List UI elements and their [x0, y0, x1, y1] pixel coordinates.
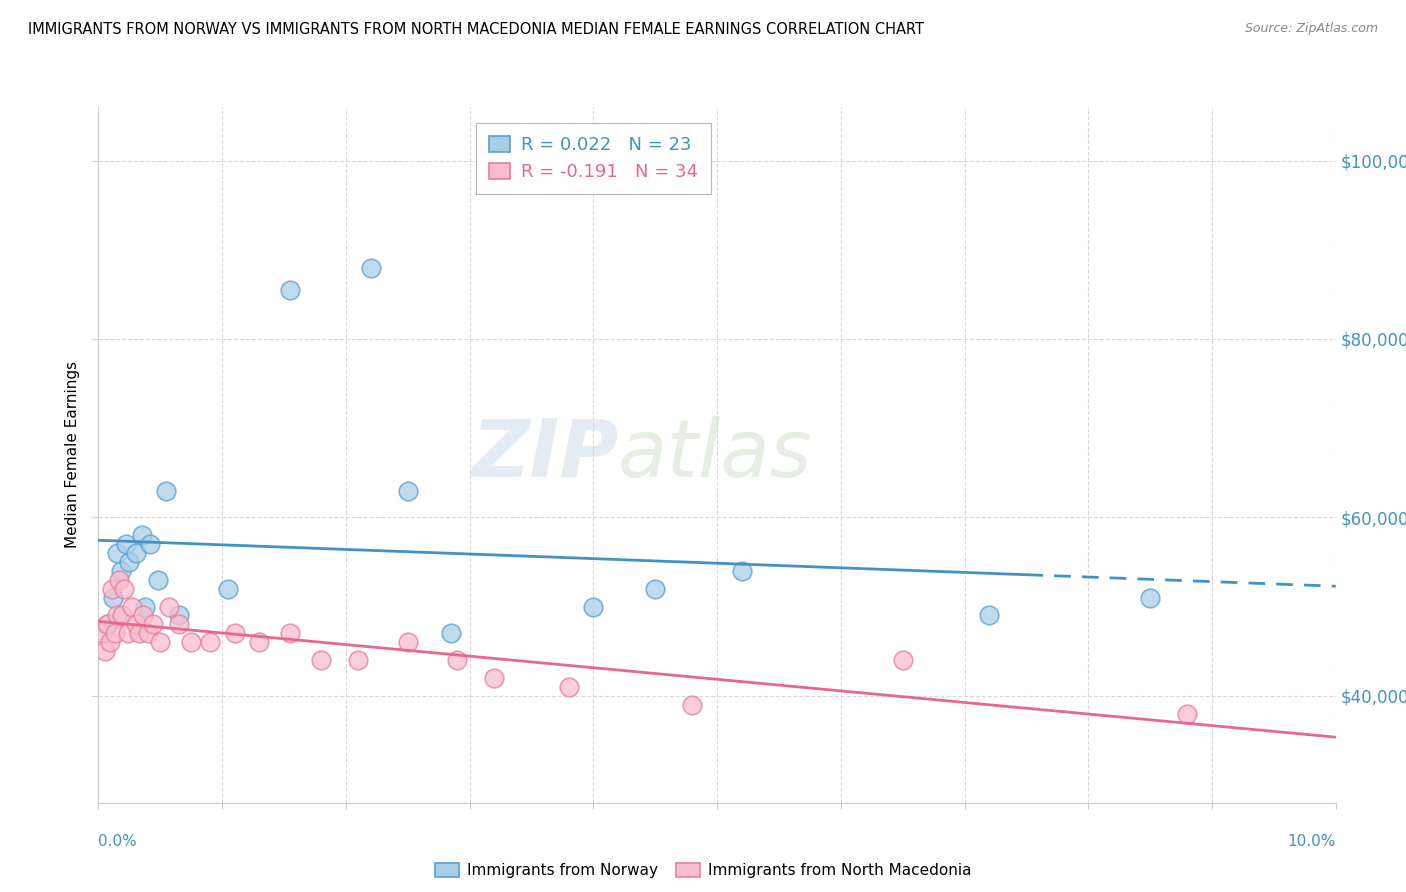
- Point: [347, 653, 370, 667]
- Point: [484, 671, 506, 685]
- Point: [105, 608, 128, 623]
- Text: Source: ZipAtlas.com: Source: ZipAtlas.com: [1244, 22, 1378, 36]
- Point: [142, 617, 165, 632]
- Point: [132, 608, 155, 623]
- Point: [108, 573, 131, 587]
- Point: [134, 599, 156, 614]
- Point: [681, 698, 703, 712]
- Point: [557, 680, 579, 694]
- Point: [103, 591, 125, 605]
- Text: ZIP: ZIP: [471, 416, 619, 494]
- Point: [105, 546, 128, 560]
- Point: [98, 635, 121, 649]
- Point: [118, 555, 141, 569]
- Legend: Immigrants from Norway, Immigrants from North Macedonia: Immigrants from Norway, Immigrants from …: [429, 857, 977, 884]
- Point: [446, 653, 468, 667]
- Point: [440, 626, 463, 640]
- Point: [891, 653, 914, 667]
- Point: [360, 260, 382, 275]
- Point: [128, 626, 150, 640]
- Point: [149, 635, 172, 649]
- Point: [217, 582, 239, 596]
- Point: [101, 582, 124, 596]
- Point: [91, 626, 114, 640]
- Text: 0.0%: 0.0%: [98, 834, 138, 849]
- Point: [278, 283, 301, 297]
- Point: [155, 483, 177, 498]
- Point: [278, 626, 301, 640]
- Point: [114, 537, 136, 551]
- Y-axis label: Median Female Earnings: Median Female Earnings: [65, 361, 80, 549]
- Point: [146, 573, 169, 587]
- Point: [110, 564, 132, 578]
- Point: [111, 608, 134, 623]
- Point: [117, 626, 139, 640]
- Point: [198, 635, 221, 649]
- Point: [131, 528, 153, 542]
- Point: [103, 626, 125, 640]
- Point: [224, 626, 246, 640]
- Point: [1175, 706, 1198, 721]
- Point: [112, 582, 135, 596]
- Point: [644, 582, 666, 596]
- Point: [93, 644, 115, 658]
- Point: [124, 546, 146, 560]
- Point: [396, 635, 419, 649]
- Point: [97, 617, 120, 632]
- Point: [157, 599, 180, 614]
- Text: IMMIGRANTS FROM NORWAY VS IMMIGRANTS FROM NORTH MACEDONIA MEDIAN FEMALE EARNINGS: IMMIGRANTS FROM NORWAY VS IMMIGRANTS FRO…: [28, 22, 924, 37]
- Legend: R = 0.022   N = 23, R = -0.191   N = 34: R = 0.022 N = 23, R = -0.191 N = 34: [477, 123, 710, 194]
- Point: [180, 635, 202, 649]
- Text: 10.0%: 10.0%: [1288, 834, 1336, 849]
- Point: [1139, 591, 1161, 605]
- Point: [167, 608, 190, 623]
- Point: [96, 617, 118, 632]
- Point: [731, 564, 754, 578]
- Point: [582, 599, 605, 614]
- Point: [139, 537, 162, 551]
- Point: [121, 599, 143, 614]
- Point: [136, 626, 159, 640]
- Point: [124, 617, 146, 632]
- Text: atlas: atlas: [619, 416, 813, 494]
- Point: [396, 483, 419, 498]
- Point: [247, 635, 270, 649]
- Point: [979, 608, 1001, 623]
- Point: [309, 653, 332, 667]
- Point: [167, 617, 190, 632]
